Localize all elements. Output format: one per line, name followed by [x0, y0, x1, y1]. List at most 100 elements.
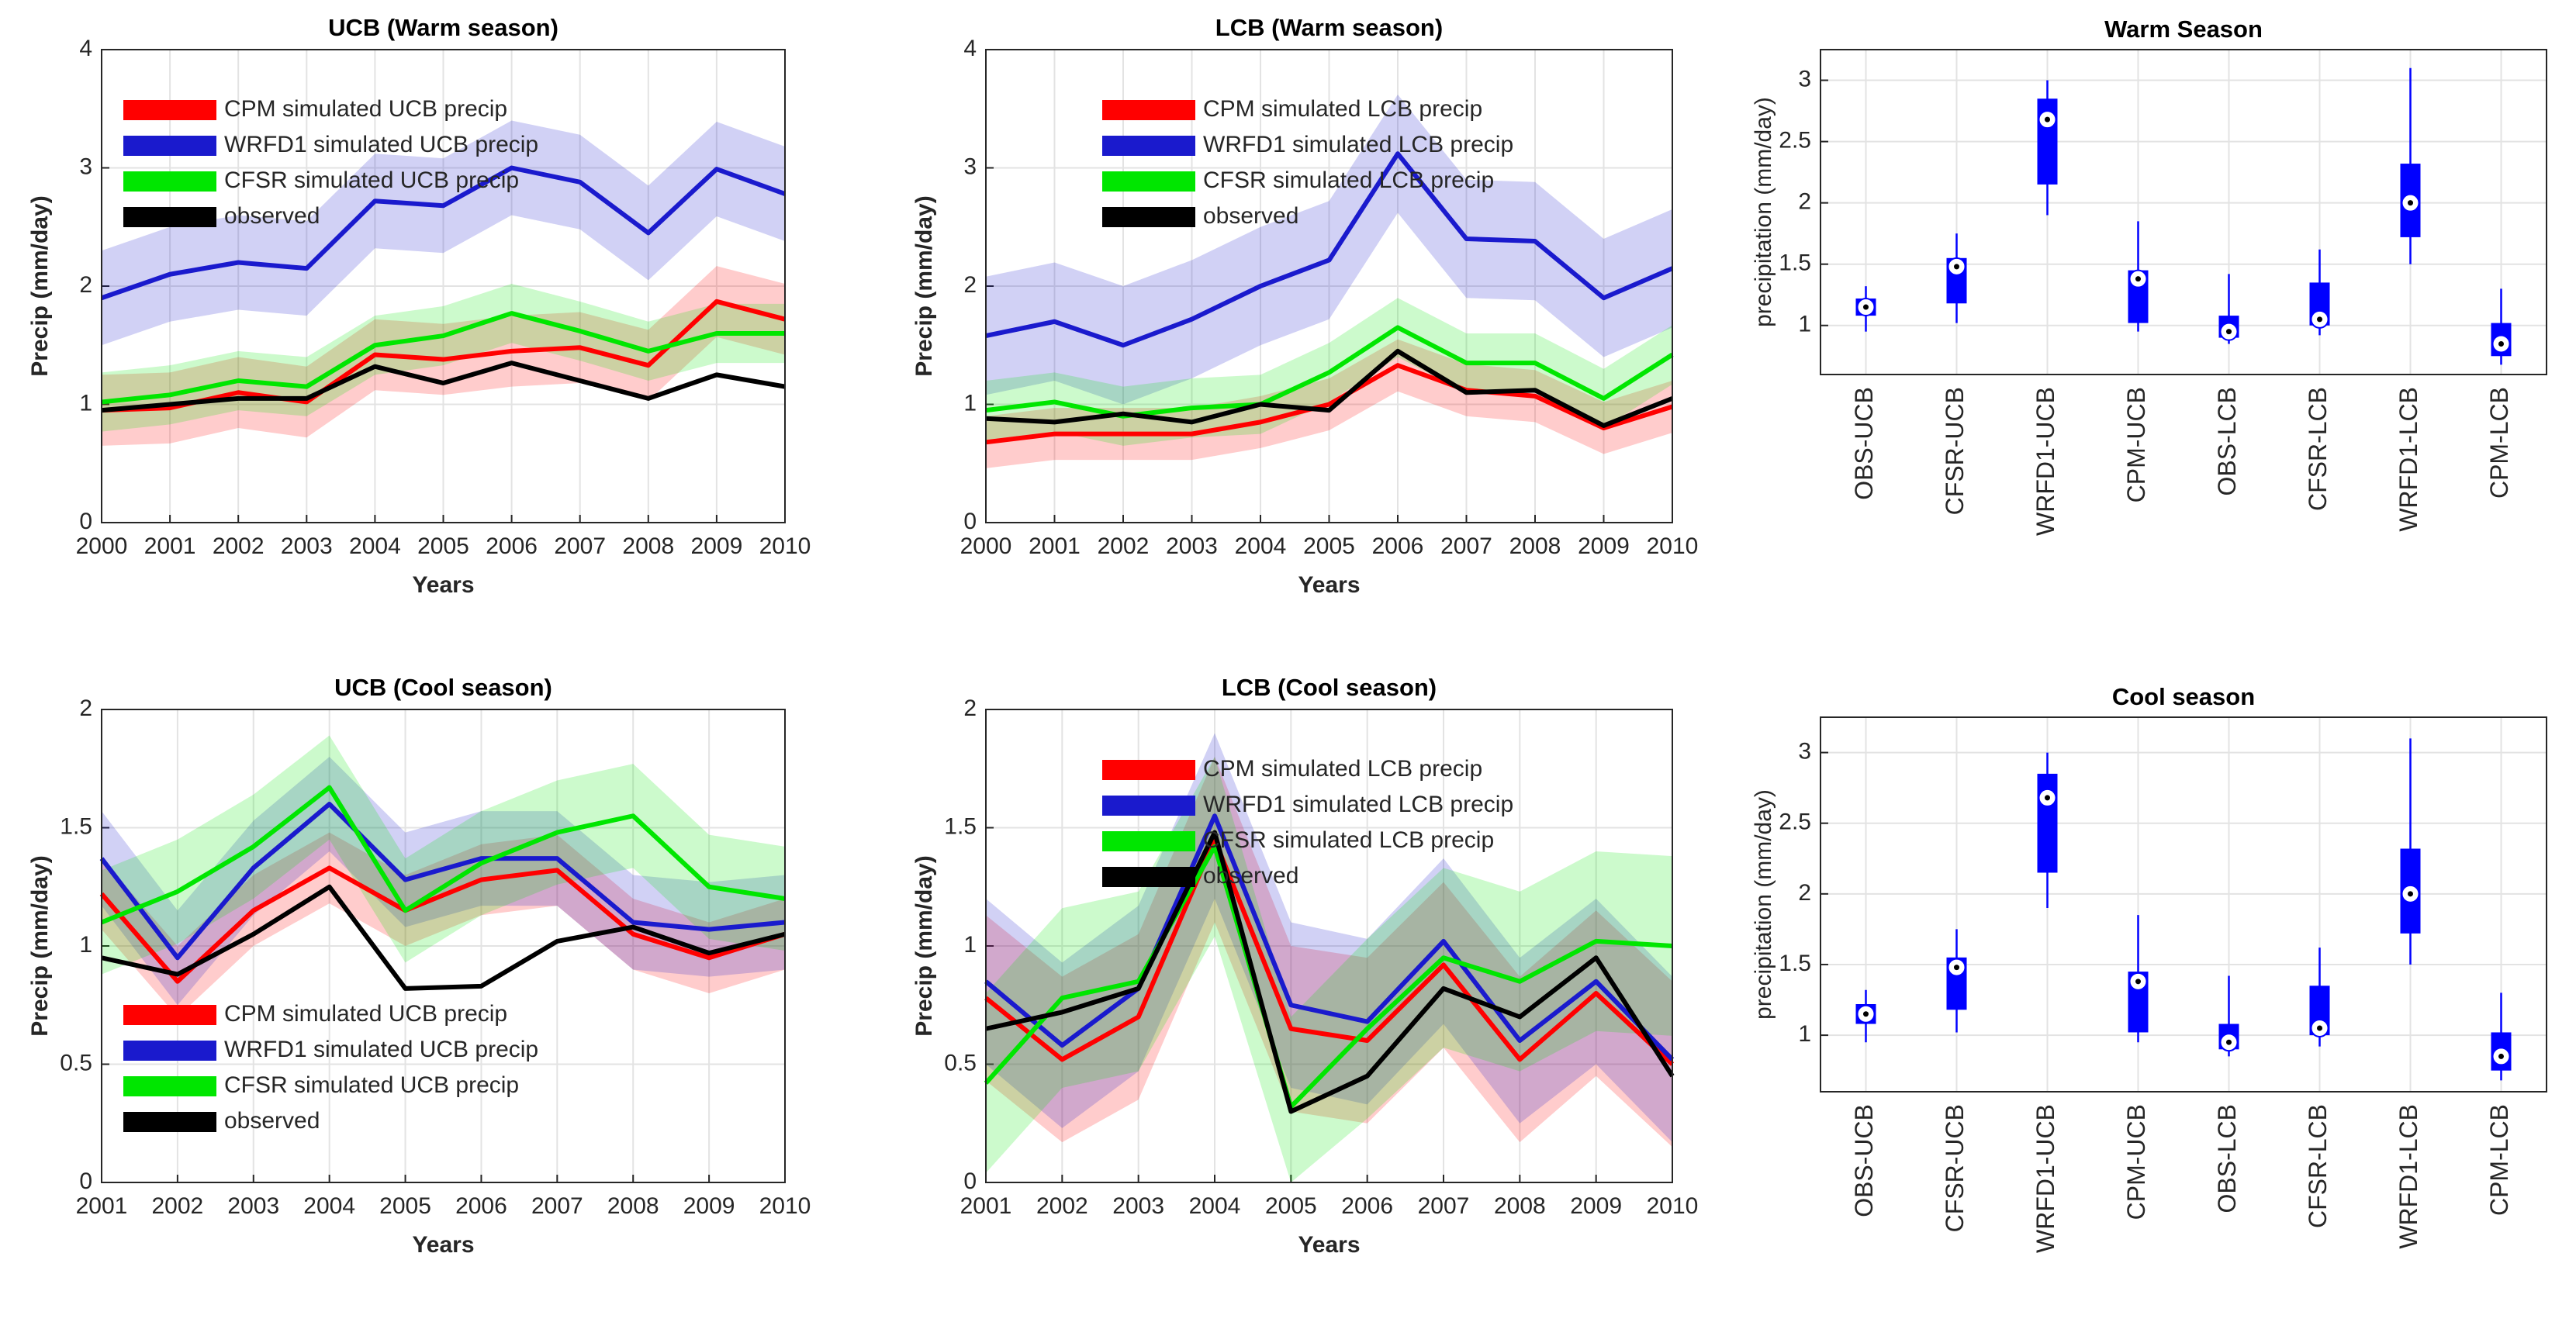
legend-swatch — [1102, 207, 1195, 227]
x-tick-label: 2008 — [607, 1193, 659, 1219]
x-tick-label: WRFD1-LCB — [2394, 387, 2422, 532]
series-line — [101, 165, 787, 301]
y-tick-label: 1 — [963, 932, 977, 958]
y-tick-label: 1.5 — [60, 813, 92, 839]
y-tick-label: 1 — [79, 390, 92, 416]
y-tick-label: 1 — [1798, 1021, 1811, 1047]
uncertainty-band — [986, 757, 1672, 1148]
x-tick-label: CFSR-UCB — [1941, 387, 1969, 515]
x-tick-label: 2010 — [759, 533, 811, 559]
legend-swatch — [123, 100, 216, 120]
median-dot — [1863, 1011, 1869, 1017]
y-axis-label: Precip (mm/day) — [911, 855, 937, 1036]
x-tick-label: 2005 — [379, 1193, 431, 1219]
x-tick-label: 2004 — [349, 533, 401, 559]
uncertainty-band — [102, 757, 785, 1006]
y-tick-label: 0.5 — [60, 1050, 92, 1075]
x-tick-label: 2009 — [1570, 1193, 1622, 1219]
series-line — [984, 837, 1675, 1066]
x-tick-label: 2002 — [1036, 1193, 1088, 1219]
x-tick-label: 2006 — [486, 533, 538, 559]
y-tick-label: 2 — [963, 696, 977, 721]
x-tick-label: 2010 — [1647, 1193, 1699, 1219]
legend-label: observed — [1203, 203, 1298, 229]
series-line — [99, 802, 786, 961]
x-tick-label: CFSR-LCB — [2304, 1104, 2332, 1228]
legend-swatch — [123, 136, 216, 156]
median-dot — [2045, 795, 2050, 801]
y-tick-label: 2 — [79, 696, 92, 721]
uncertainty-band — [102, 266, 785, 446]
legend-swatch — [123, 171, 216, 192]
series-line — [985, 151, 1674, 348]
x-tick-label: 2001 — [76, 1193, 128, 1219]
x-tick-label: 2005 — [1265, 1193, 1317, 1219]
x-axis-label: Years — [412, 572, 474, 598]
legend-label: WRFD1 simulated UCB precip — [224, 132, 538, 157]
x-tick-label: OBS-LCB — [2213, 387, 2241, 495]
chart-title: UCB (Cool season) — [334, 674, 552, 701]
series-line — [101, 311, 785, 405]
y-tick-label: 2 — [79, 272, 92, 298]
x-tick-label: 2009 — [691, 533, 743, 559]
x-tick-label: 2007 — [554, 533, 606, 559]
uncertainty-band — [986, 733, 1672, 1143]
x-tick-label: 2003 — [227, 1193, 279, 1219]
y-tick-label: 2 — [1798, 880, 1811, 906]
y-tick-label: 0 — [963, 1168, 977, 1194]
y-tick-label: 0 — [963, 509, 977, 534]
y-axis-label: Precip (mm/day) — [27, 195, 53, 376]
y-tick-label: 2 — [963, 272, 977, 298]
x-tick-label: CPM-LCB — [2485, 1104, 2513, 1216]
legend-swatch — [1102, 100, 1195, 120]
x-tick-label: 2005 — [1303, 533, 1355, 559]
legend-swatch — [1102, 796, 1195, 816]
x-axis-label: Years — [412, 1232, 474, 1258]
x-tick-label: 2009 — [683, 1193, 735, 1219]
x-tick-label: CFSR-LCB — [2304, 387, 2332, 511]
median-dot — [1954, 264, 1959, 270]
legend-swatch — [123, 1112, 216, 1132]
legend-swatch — [123, 1076, 216, 1096]
median-dot — [1954, 965, 1959, 971]
series-line — [984, 813, 1675, 1061]
y-tick-label: 1 — [1798, 312, 1811, 337]
median-dot — [2498, 1053, 2504, 1059]
median-dot — [2408, 200, 2413, 206]
legend-label: WRFD1 simulated LCB precip — [1203, 792, 1513, 817]
x-axis-label: Years — [1298, 572, 1360, 598]
y-tick-label: 3 — [963, 154, 977, 179]
x-tick-label: 2001 — [960, 1193, 1012, 1219]
uncertainty-band — [102, 120, 785, 346]
uncertainty-band — [986, 94, 1672, 405]
x-tick-label: 2009 — [1578, 533, 1630, 559]
axes-frame — [1820, 49, 2547, 375]
legend-label: observed — [224, 203, 320, 229]
legend-label: CFSR simulated UCB precip — [224, 167, 519, 193]
x-tick-label: CPM-UCB — [2122, 1104, 2150, 1220]
y-tick-label: 1 — [963, 390, 977, 416]
y-tick-label: 0 — [79, 509, 92, 534]
legend-swatch — [1102, 760, 1195, 780]
x-tick-label: OBS-UCB — [1850, 1104, 1878, 1217]
series-line — [101, 361, 786, 413]
x-tick-label: 2006 — [1341, 1193, 1393, 1219]
legend-label: observed — [224, 1108, 320, 1134]
x-tick-label: 2008 — [622, 533, 674, 559]
axes-frame — [985, 49, 1673, 523]
x-tick-label: CFSR-UCB — [1941, 1104, 1969, 1232]
axes-frame — [101, 49, 786, 523]
x-axis-label: Years — [1298, 1232, 1360, 1258]
median-dot — [2135, 979, 2141, 985]
y-tick-label: 0 — [79, 1168, 92, 1194]
y-tick-label: 3 — [1798, 66, 1811, 91]
axes-frame — [101, 709, 786, 1183]
y-axis-label: precipitation (mm/day) — [1751, 97, 1776, 327]
series-line — [100, 785, 786, 925]
x-tick-label: 2007 — [531, 1193, 583, 1219]
x-tick-label: 2003 — [1166, 533, 1218, 559]
x-tick-label: 2003 — [1112, 1193, 1164, 1219]
uncertainty-band — [102, 735, 785, 975]
